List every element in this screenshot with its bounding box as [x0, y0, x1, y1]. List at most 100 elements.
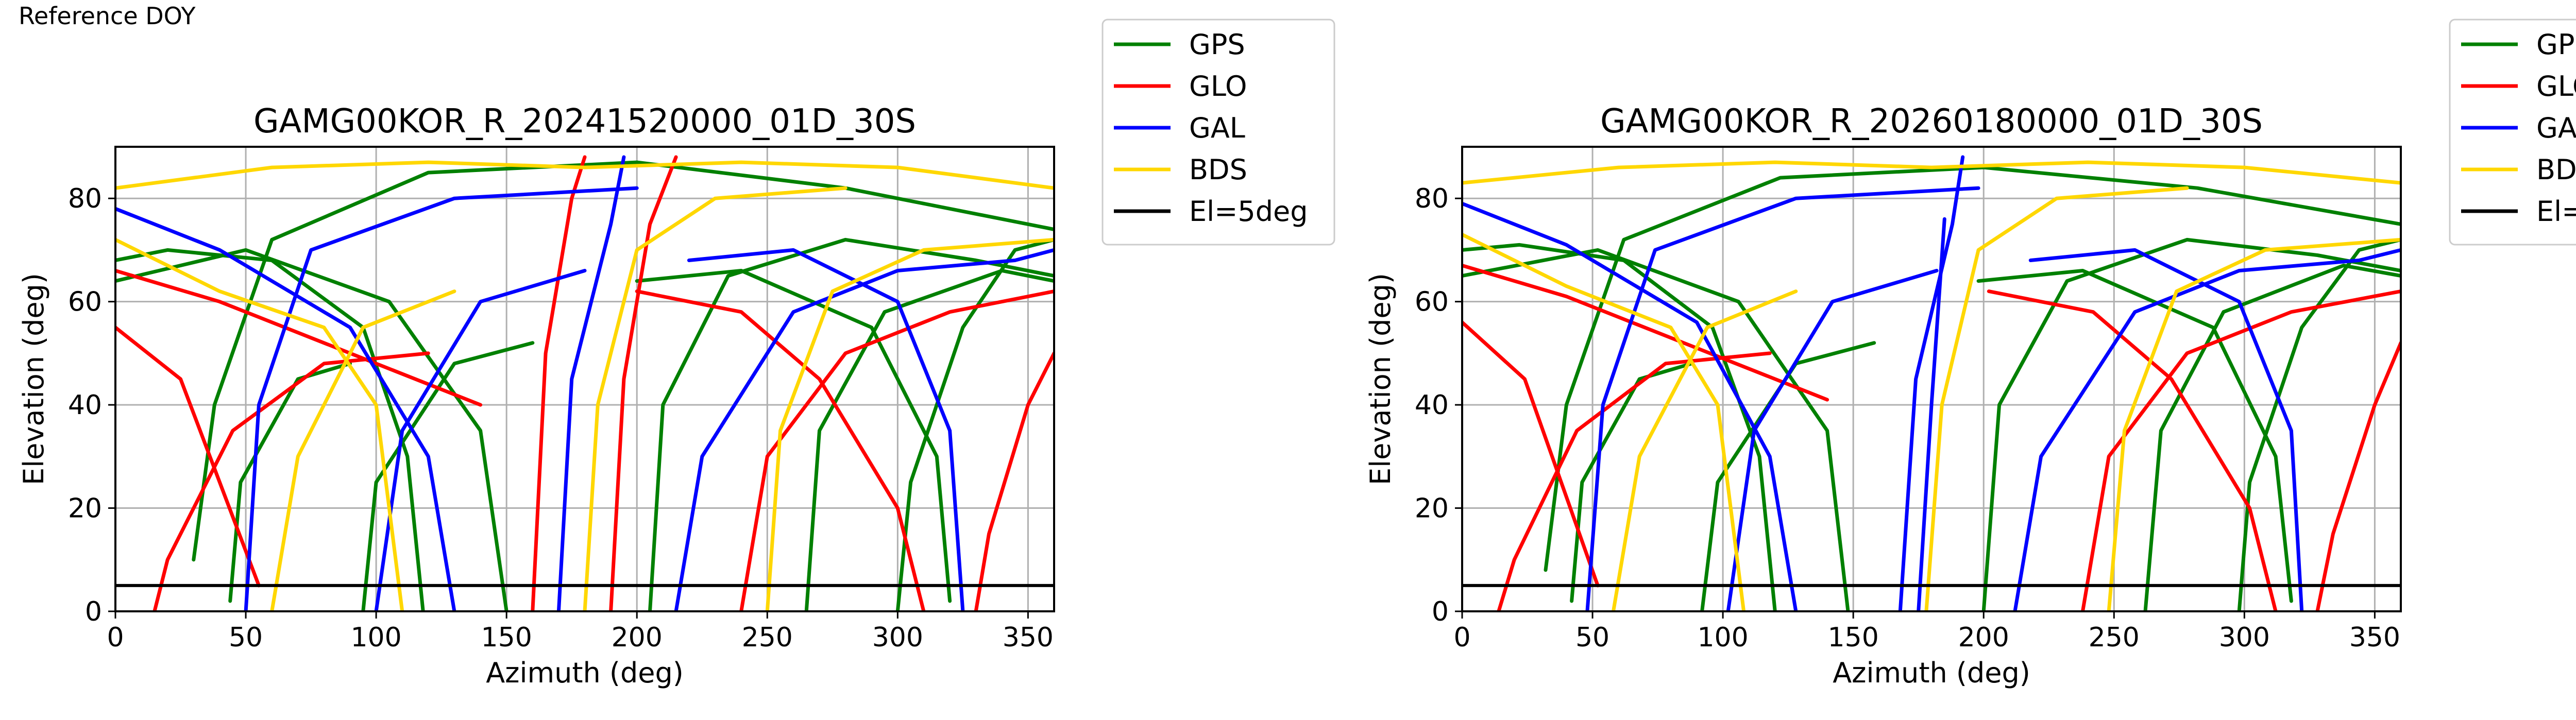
x-tick-label: 250	[2089, 622, 2140, 653]
y-tick-label: 0	[85, 596, 102, 627]
legend-frame	[2449, 19, 2576, 246]
series-bds-track-3	[583, 186, 848, 611]
series-gps-track-6	[1570, 362, 1693, 603]
x-tick-label: 50	[229, 622, 263, 653]
series-gps-track-5	[1976, 269, 2293, 603]
series-bds-track-3	[1924, 186, 2189, 611]
x-tick-label: 50	[1575, 622, 1609, 653]
legend-frame	[1101, 19, 1335, 246]
legend-label: GAL	[1189, 112, 1245, 144]
legend-label: GAL	[2536, 112, 2576, 144]
series-glo-track-1	[974, 351, 1054, 611]
series-bds-track-1	[115, 237, 404, 611]
chart-title: GAMG00KOR_R_20260180000_01D_30S	[1600, 102, 2263, 141]
legend-label: El=5deg	[2536, 195, 2576, 228]
series-glo-track-5	[2081, 289, 2401, 611]
series-bds-track-2	[2107, 237, 2401, 611]
series-gal-track-5	[2013, 248, 2401, 611]
series-gps-track-7	[2237, 237, 2401, 611]
series-bds-track-4	[1612, 289, 1798, 611]
legend-label: BDS	[1189, 153, 1247, 186]
x-tick-label: 350	[2349, 622, 2400, 653]
legend-label: BDS	[2536, 153, 2576, 186]
series-bds-track-0	[115, 160, 1054, 190]
legend-label: GLO	[1189, 70, 1247, 102]
y-tick-label: 40	[68, 390, 102, 421]
series-gps-track-2	[115, 248, 509, 611]
y-tick-label: 60	[68, 287, 102, 318]
legend-label: GLO	[2536, 70, 2576, 102]
series-glo-track-3	[635, 289, 926, 611]
axes-frame	[114, 146, 1055, 612]
series-glo-track-5	[531, 155, 587, 611]
x-tick-label: 250	[742, 622, 793, 653]
x-tick-label: 150	[1828, 622, 1879, 653]
y-tick-label: 20	[68, 493, 102, 524]
series-gps-track-4	[1544, 165, 2401, 572]
series-gal-track-5	[674, 248, 1054, 611]
y-axis-label: Elevation (deg)	[18, 273, 50, 485]
x-tick-label: 0	[107, 622, 124, 653]
x-tick-label: 150	[481, 622, 532, 653]
x-tick-label: 200	[612, 622, 663, 653]
grid	[114, 147, 1054, 612]
series-gps-track-5	[635, 269, 952, 603]
series-gal-track-4	[1462, 201, 1798, 611]
axes-frame	[1461, 146, 2402, 612]
series-glo-track-7	[739, 289, 1054, 611]
legend-label: GPS	[1189, 28, 1245, 61]
y-tick-label: 60	[1415, 287, 1449, 318]
series-bds-track-2	[765, 237, 1054, 611]
series-gal-track-1	[1898, 155, 1965, 611]
series-gal-track-2	[2028, 248, 2304, 611]
x-tick-label: 100	[350, 622, 401, 653]
x-tick-label: 300	[2219, 622, 2270, 653]
legend-label: GPS	[2536, 28, 2576, 61]
series-glo-track-4	[609, 155, 678, 611]
series-gps-track-0	[1462, 243, 1777, 611]
series-glo-track-2	[1462, 320, 1600, 588]
series-glo-track-0	[1497, 351, 1772, 611]
series-glo-track-3	[1987, 289, 2278, 611]
x-axis-label: Azimuth (deg)	[1833, 657, 2030, 689]
y-tick-label: 0	[1432, 596, 1449, 627]
y-tick-label: 80	[68, 183, 102, 214]
series-gps-track-8	[361, 341, 535, 611]
y-tick-label: 40	[1415, 390, 1449, 421]
series-gps-track-7	[895, 237, 1054, 611]
chart-title: GAMG00KOR_R_20241520000_01D_30S	[253, 102, 916, 141]
series-gal-track-3	[1726, 269, 1939, 611]
plot-left: 0 50 100 150 200 250 300 350 0 20 40 60 80 GAMG00KOR_…	[18, 19, 1335, 689]
series-glo-track-0	[152, 351, 430, 611]
series-gps-track-2	[1462, 248, 1850, 611]
series-gal-track-1	[556, 155, 626, 611]
series-gps-track-6	[228, 362, 352, 603]
y-tick-label: 20	[1415, 493, 1449, 524]
x-tick-label: 100	[1697, 622, 1748, 653]
x-tick-label: 200	[1958, 622, 2009, 653]
plot-right: 0 50 100 150 200 250 300 350 0 20 40 60 80 GAMG00KOR_…	[1364, 19, 2576, 689]
series-bds-track-4	[270, 289, 456, 611]
series-gal-track-6	[1917, 217, 1946, 611]
x-tick-label: 300	[872, 622, 923, 653]
series-gal-track-0	[244, 186, 639, 611]
series-gal-track-2	[687, 248, 965, 611]
y-axis-label: Elevation (deg)	[1364, 273, 1397, 485]
legend: GPS GLO GAL BDS El=5deg	[2449, 19, 2576, 246]
series-gps-track-1	[1981, 237, 2401, 611]
series-gps-track-1	[648, 237, 1054, 611]
series-gps-track-0	[115, 248, 425, 611]
series-glo-track-1	[2315, 341, 2401, 611]
series-gps-track-3	[804, 269, 1054, 611]
series-bds-track-1	[1462, 232, 1746, 611]
series-gps-track-3	[2143, 264, 2401, 611]
y-tick-label: 80	[1415, 183, 1449, 214]
series-group	[1462, 155, 2401, 611]
x-tick-label: 0	[1453, 622, 1470, 653]
legend: GPS GLO GAL BDS El=5deg	[1101, 19, 1335, 246]
series-gal-track-4	[115, 207, 456, 611]
legend-label: El=5deg	[1189, 195, 1308, 228]
series-gps-track-4	[192, 160, 1054, 562]
x-tick-label: 350	[1003, 622, 1054, 653]
